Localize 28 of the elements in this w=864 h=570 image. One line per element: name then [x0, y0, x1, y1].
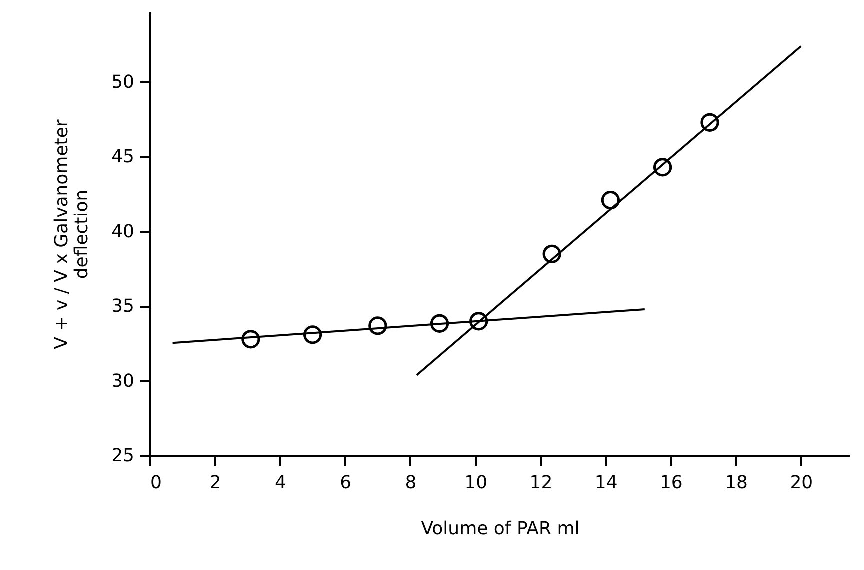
point	[700, 113, 720, 132]
x-tick-label: 14	[594, 472, 618, 494]
point	[430, 314, 450, 333]
y-tick-label: 25	[112, 446, 134, 466]
x-tick-label: 0	[150, 472, 162, 494]
point	[303, 326, 322, 344]
y-tick-label: 40	[112, 221, 134, 242]
x-tick-label: 12	[530, 472, 553, 494]
point	[601, 191, 620, 210]
x-tick-label: 20	[790, 472, 814, 494]
x-tick-label: 2	[210, 472, 222, 494]
x-tick-label: 8	[405, 472, 417, 494]
y-tick-label: 50	[112, 72, 134, 93]
point	[242, 330, 260, 349]
x-tick-label: 18	[725, 472, 748, 494]
point	[368, 316, 388, 336]
y-tick-label: 35	[112, 296, 134, 318]
y-tick-label: 45	[112, 146, 134, 168]
x-tick-label: 6	[340, 472, 352, 494]
y-axis-title: V + v / V x Galvanometer deflection	[52, 119, 93, 350]
x-tick-label: 4	[275, 472, 286, 494]
y-tick-label: 30	[112, 370, 134, 392]
x-tick-label: 10	[464, 472, 488, 494]
x-tick-label: 16	[660, 472, 683, 494]
point	[653, 158, 672, 177]
x-axis-title: Volume of PAR ml	[421, 518, 580, 540]
point	[542, 244, 562, 264]
point	[470, 312, 488, 331]
